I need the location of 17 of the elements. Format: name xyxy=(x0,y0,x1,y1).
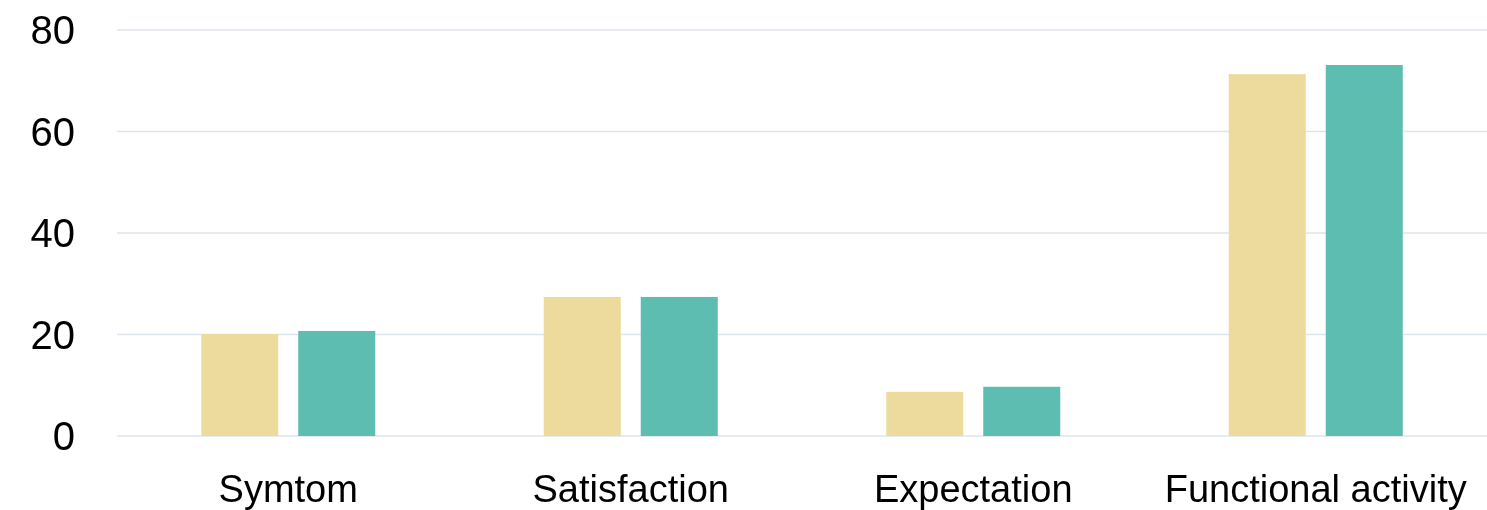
y-tick-label: 60 xyxy=(30,109,75,154)
bar xyxy=(1325,65,1403,436)
y-tick-label: 40 xyxy=(30,211,75,255)
bar xyxy=(201,333,279,436)
bar xyxy=(1228,74,1306,436)
y-tick-label: 80 xyxy=(30,8,75,52)
x-tick-label: Functional activity xyxy=(1164,468,1467,510)
bar xyxy=(983,386,1061,436)
bar xyxy=(298,330,376,436)
bar xyxy=(886,391,964,436)
y-tick-label: 20 xyxy=(30,312,75,357)
bar xyxy=(640,296,718,436)
x-tick-label: Symtom xyxy=(218,468,358,510)
x-tick-label: Expectation xyxy=(873,468,1073,510)
y-tick-label: 0 xyxy=(52,414,75,458)
x-tick-label: Satisfaction xyxy=(532,468,729,510)
bar xyxy=(543,296,621,436)
